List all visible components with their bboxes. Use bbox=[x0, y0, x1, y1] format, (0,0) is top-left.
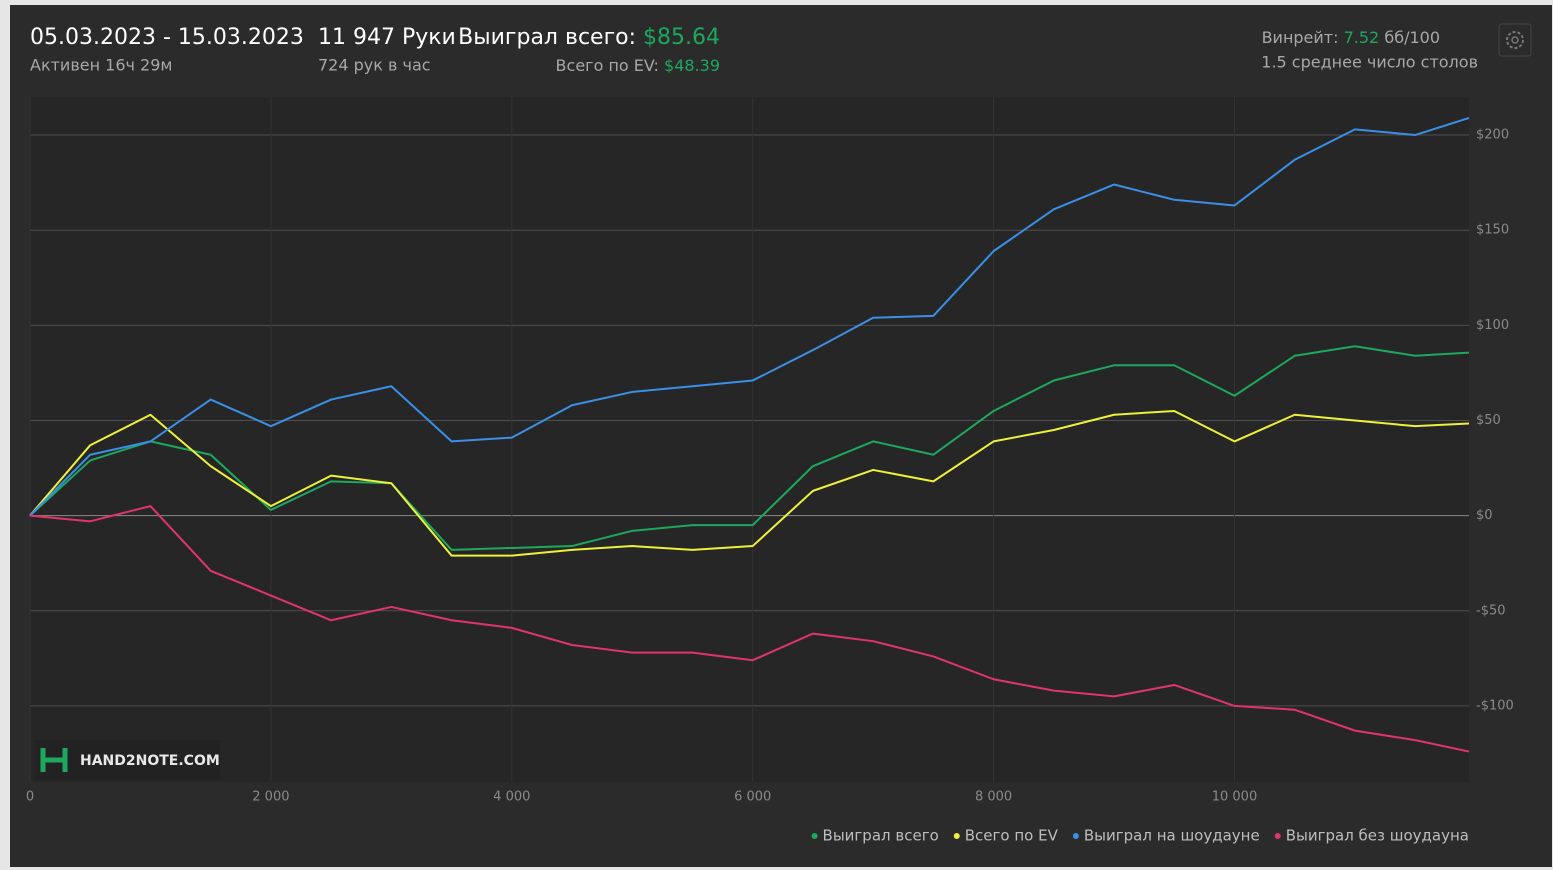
winrate-label: Винрейт: bbox=[1262, 28, 1339, 47]
hands-per-hour: 724 рук в час bbox=[318, 56, 431, 75]
logo-text: HAND2NOTE.COM bbox=[80, 753, 220, 769]
legend-dot bbox=[1274, 833, 1281, 839]
winrate: Винрейт: 7.52 бб/100 bbox=[1262, 28, 1440, 47]
x-tick-label: 4 000 bbox=[493, 790, 530, 805]
y-tick-label: $150 bbox=[1476, 223, 1509, 238]
series-line bbox=[29, 409, 1470, 557]
y-tick-label: $100 bbox=[1476, 318, 1509, 333]
y-tick-label: $50 bbox=[1476, 413, 1501, 428]
settings-button[interactable] bbox=[1498, 23, 1532, 57]
grid: -$100 -$50 $0 $50 $100 $150 $200 0 2 000 4 000 6 0… bbox=[26, 97, 1514, 805]
y-tick-label: -$100 bbox=[1476, 698, 1514, 713]
legend-dot bbox=[1072, 833, 1079, 839]
gear[interactable] bbox=[1506, 31, 1524, 49]
date-range: 05.03.2023 - 15.03.2023 bbox=[30, 25, 304, 50]
legend-label: Выиграл без шоудауна bbox=[1286, 827, 1469, 845]
x-tick-label: 2 000 bbox=[252, 790, 289, 805]
legend-label: Выиграл всего bbox=[823, 827, 939, 845]
y-tick-label: -$50 bbox=[1476, 603, 1506, 618]
won-label: Выиграл всего: bbox=[458, 25, 636, 50]
lines bbox=[29, 116, 1470, 753]
series-line bbox=[29, 505, 1470, 753]
active-time: Активен 16ч 29м bbox=[30, 56, 172, 75]
ev-label: Всего по EV: bbox=[556, 56, 659, 75]
x-tick-label: 8 000 bbox=[975, 790, 1012, 805]
ev-total: Всего по EV: $48.39 bbox=[556, 56, 720, 75]
hands: 11 947 Руки bbox=[318, 25, 456, 50]
legend-dot bbox=[953, 833, 960, 839]
series-line bbox=[29, 345, 1470, 551]
legend-dot bbox=[811, 833, 818, 839]
logo-icon bbox=[40, 748, 68, 772]
settings-box[interactable] bbox=[1498, 23, 1532, 57]
won-total: Выиграл всего: $85.64 bbox=[458, 25, 720, 50]
gear-hub[interactable] bbox=[1511, 36, 1519, 44]
legend-label: Всего по EV bbox=[965, 827, 1059, 845]
tables: 1.5 среднее число столов bbox=[1261, 53, 1478, 72]
x-tick-label: 10 000 bbox=[1212, 790, 1258, 805]
winrate-unit: бб/100 bbox=[1384, 28, 1440, 47]
series-line bbox=[29, 116, 1470, 517]
legend-label: Выиграл на шоудауне bbox=[1084, 827, 1260, 845]
winrate-value: 7.52 bbox=[1344, 28, 1380, 47]
x-tick-label: 0 bbox=[26, 790, 34, 805]
won-value: $85.64 bbox=[643, 25, 720, 50]
legend: Выиграл без шоудауна Выиграл на шоудауне В… bbox=[811, 827, 1469, 845]
y-tick-label: $200 bbox=[1476, 128, 1509, 143]
y-tick-label: $0 bbox=[1476, 508, 1493, 523]
plot-area bbox=[30, 97, 1469, 782]
ev-value: $48.39 bbox=[664, 56, 720, 75]
x-tick-label: 6 000 bbox=[734, 790, 771, 805]
logo: HAND2NOTE.COM bbox=[35, 740, 220, 780]
